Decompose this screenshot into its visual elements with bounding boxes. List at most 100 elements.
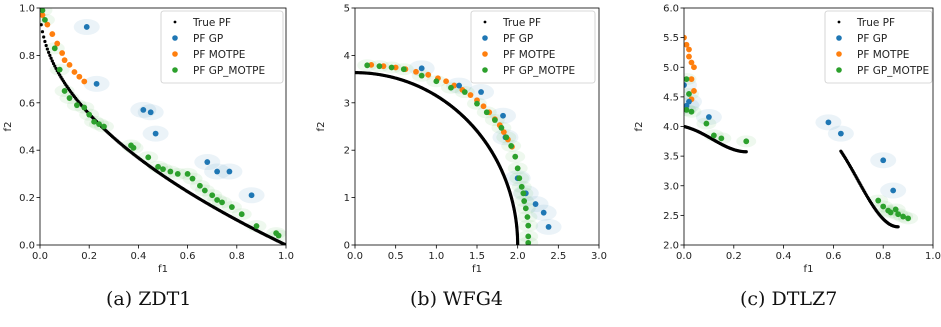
pf-motpe-point-9 xyxy=(81,78,88,85)
pf-gp-point-2 xyxy=(140,107,147,113)
pf-motpe-point-5 xyxy=(691,64,697,71)
legend-label-pf-gp-motpe: PF GP_MOTPE xyxy=(857,65,929,77)
pf-gp-point-8 xyxy=(248,192,255,199)
pf-gp-motpe-point-7 xyxy=(461,89,468,95)
x-tick-label: 0.6 xyxy=(825,251,841,262)
pf-motpe-point-5 xyxy=(425,71,432,78)
true-pf-point-3 xyxy=(42,35,46,39)
true-pf-point-6 xyxy=(45,47,49,51)
true-pf-point-5 xyxy=(44,43,48,48)
x-tick-label: 0.5 xyxy=(388,251,404,262)
plot-area xyxy=(355,59,562,245)
true-pf-point-8 xyxy=(48,53,52,58)
pf-motpe-point-3 xyxy=(686,53,692,60)
pf-gp-motpe-point-17 xyxy=(518,183,525,190)
pf-gp-point-5 xyxy=(204,159,211,165)
y-tick-label: 4.5 xyxy=(663,92,679,103)
pf-gp-point-1 xyxy=(456,82,463,89)
y-tick-label: 0.2 xyxy=(19,193,35,204)
pf-gp-motpe-point-14 xyxy=(145,154,152,161)
pf-gp-motpe-point-17 xyxy=(167,168,174,175)
pf-motpe-point-0 xyxy=(684,34,687,41)
pf-gp-point-8 xyxy=(540,209,547,216)
x-tick-label: 3.0 xyxy=(591,251,607,262)
pf-gp-motpe-point-3 xyxy=(688,108,695,115)
pf-gp-motpe-point-10 xyxy=(96,121,102,128)
pf-gp-motpe-point-28 xyxy=(253,223,260,229)
pf-gp-motpe-point-15 xyxy=(514,165,521,172)
pf-gp-motpe-point-24 xyxy=(525,239,532,245)
pf-gp-motpe-point-15 xyxy=(155,163,161,170)
pf-gp-motpe-point-0 xyxy=(364,62,371,69)
pf-gp-motpe-point-18 xyxy=(520,190,527,197)
y-tick-label: 0.4 xyxy=(19,146,35,157)
pf-gp-motpe-point-2 xyxy=(388,64,395,71)
legend-label-pf-gp: PF GP xyxy=(503,33,533,45)
legend-marker-pf-gp-motpe xyxy=(482,67,488,73)
x-tick-label: 0.8 xyxy=(229,251,245,262)
pf-gp-point-4 xyxy=(152,130,159,137)
pf-motpe-point-4 xyxy=(688,59,695,66)
x-tick-label: 0.8 xyxy=(875,251,891,262)
caption-dtlz7: (c) DTLZ7 xyxy=(740,288,838,310)
true-pf-point-9 xyxy=(49,56,53,60)
y-tick-label: 6.0 xyxy=(663,4,679,15)
pf-gp-motpe-point-12 xyxy=(503,134,510,141)
pf-gp-point-4 xyxy=(825,119,832,126)
pf-gp-motpe-point-9 xyxy=(483,109,490,116)
pf-gp-motpe-point-22 xyxy=(525,222,532,229)
pf-motpe-point-7 xyxy=(71,69,78,75)
pf-gp-motpe-point-3 xyxy=(56,66,63,73)
pf-gp-point-2 xyxy=(478,89,484,95)
legend-marker-pf-gp xyxy=(172,35,178,41)
pf-gp-motpe-point-0 xyxy=(684,76,690,82)
legend-label-pf-gp: PF GP xyxy=(193,33,223,45)
pf-gp-motpe-point-11 xyxy=(895,211,902,218)
pf-gp-point-3 xyxy=(500,112,506,119)
pf-gp-motpe-point-20 xyxy=(189,175,196,182)
y-axis-label: f2 xyxy=(3,122,14,132)
legend-marker-pf-motpe xyxy=(172,51,178,57)
y-tick-label: 2.0 xyxy=(663,241,679,252)
x-tick-label: 2.0 xyxy=(510,251,526,262)
legend-marker-pf-gp xyxy=(836,35,842,41)
pf-gp-motpe-point-11 xyxy=(498,124,505,131)
legend-label-pf-motpe: PF MOTPE xyxy=(503,49,555,61)
pf-gp-motpe-point-13 xyxy=(508,142,515,149)
x-tick-label: 1.0 xyxy=(925,251,941,262)
x-tick-label: 1.5 xyxy=(469,251,485,262)
true-pf-point-7 xyxy=(47,50,51,54)
pf-gp-motpe-point-15 xyxy=(885,207,892,214)
pf-gp-motpe-point-19 xyxy=(521,198,528,204)
x-tick-label: 2.5 xyxy=(550,251,566,262)
pf-gp-motpe-point-26 xyxy=(228,204,235,210)
pf-motpe-point-3 xyxy=(54,40,61,47)
pf-motpe-point-7 xyxy=(691,88,697,94)
y-tick-label: 1.0 xyxy=(19,4,35,15)
legend-marker-true-pf xyxy=(837,20,841,24)
pf-gp-motpe-point-21 xyxy=(524,214,531,220)
pf-gp-motpe-point-4 xyxy=(703,120,710,127)
legend-label-pf-motpe: PF MOTPE xyxy=(857,49,909,61)
y-tick-label: 0.0 xyxy=(19,241,35,252)
pf-gp-motpe-point-8 xyxy=(875,197,882,204)
legend: True PF PF GP PF MOTPE PF GP_MOTPE xyxy=(824,10,933,84)
pf-gp-motpe-point-14 xyxy=(892,206,899,213)
pf-gp-motpe-point-6 xyxy=(74,102,80,109)
chart-panel-zdt1: 0.0 0.2 0.4 0.6 0.8 1.0 0.0 0.2 0.4 0.6 0.8 1.0 f1 f2… xyxy=(3,4,294,276)
pf-gp-motpe-point-5 xyxy=(710,132,717,139)
pf-gp-motpe-point-9 xyxy=(91,118,98,125)
pf-gp-motpe-point-16 xyxy=(516,175,523,182)
true-pf-point-4 xyxy=(43,39,47,44)
y-tick-label: 3 xyxy=(344,98,350,109)
pf-gp-point-3 xyxy=(706,114,712,120)
x-axis-label: f1 xyxy=(804,264,814,275)
pf-gp-motpe-point-0 xyxy=(40,8,46,14)
pf-gp-motpe-point-9 xyxy=(880,203,887,210)
y-tick-label: 2.5 xyxy=(663,211,679,222)
legend: True PF PF GP PF MOTPE PF GP_MOTPE xyxy=(160,10,284,84)
pf-motpe-point-7 xyxy=(443,78,449,85)
pf-motpe-point-5 xyxy=(61,57,68,64)
x-tick-label: 0.2 xyxy=(81,251,97,262)
